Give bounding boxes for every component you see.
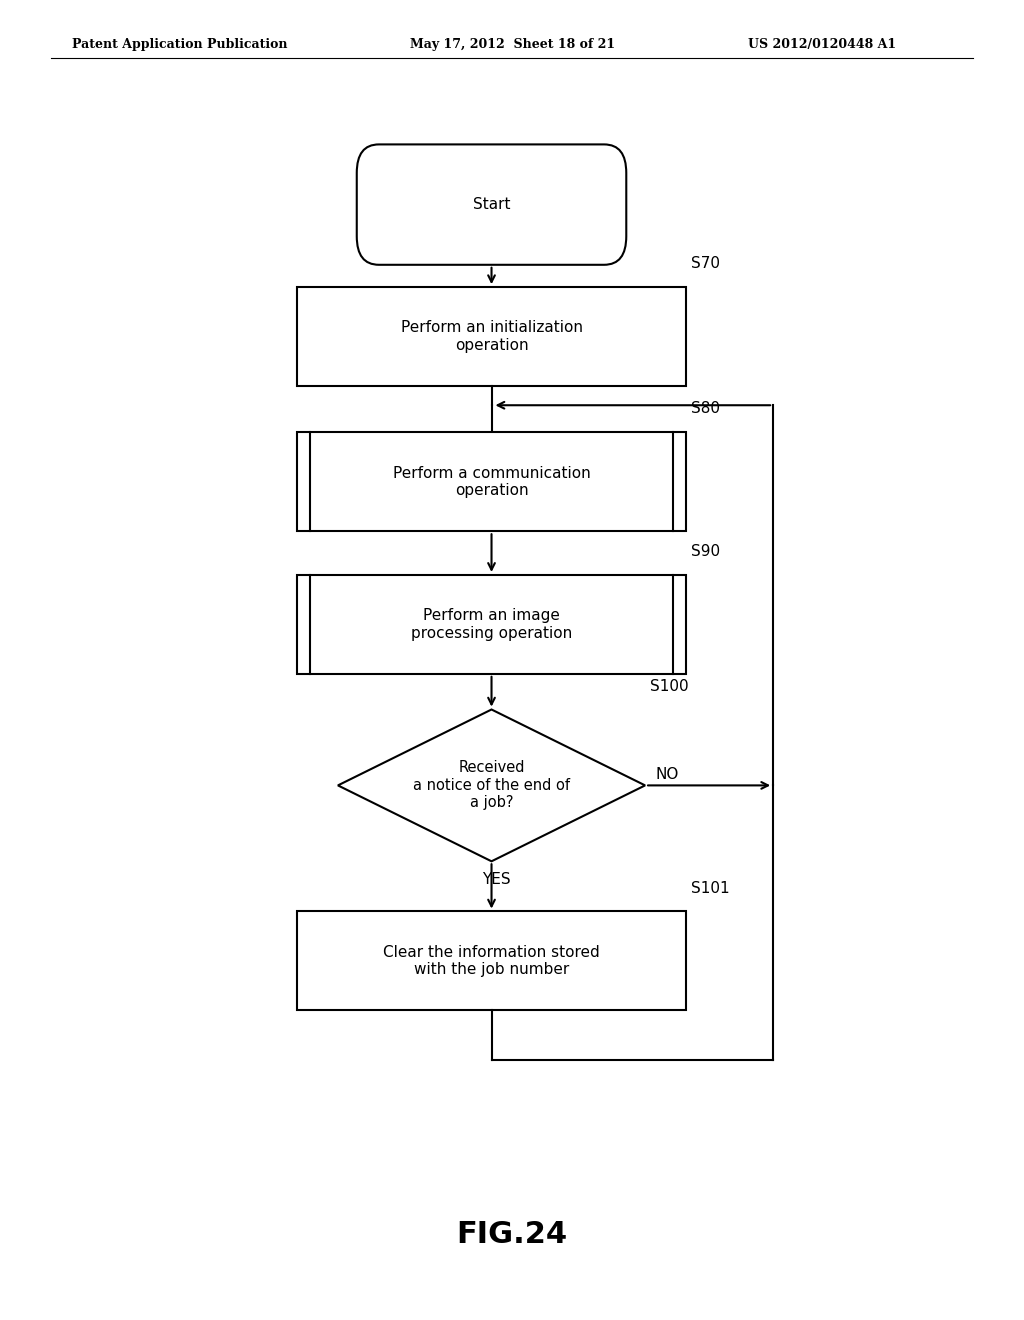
Text: S100: S100 xyxy=(650,678,689,694)
Bar xyxy=(297,288,686,385)
Bar xyxy=(297,433,686,531)
Text: Patent Application Publication: Patent Application Publication xyxy=(72,38,287,51)
Bar xyxy=(297,574,686,673)
Bar xyxy=(297,911,686,1011)
Text: Perform an image
processing operation: Perform an image processing operation xyxy=(411,609,572,640)
Text: S90: S90 xyxy=(691,544,720,560)
Text: YES: YES xyxy=(482,871,511,887)
Text: Perform an initialization
operation: Perform an initialization operation xyxy=(400,321,583,352)
Text: Received
a notice of the end of
a job?: Received a notice of the end of a job? xyxy=(413,760,570,810)
Text: US 2012/0120448 A1: US 2012/0120448 A1 xyxy=(748,38,896,51)
Text: May 17, 2012  Sheet 18 of 21: May 17, 2012 Sheet 18 of 21 xyxy=(410,38,614,51)
Text: S80: S80 xyxy=(691,401,720,417)
Text: S101: S101 xyxy=(691,880,730,895)
Text: NO: NO xyxy=(655,767,679,783)
Text: FIG.24: FIG.24 xyxy=(457,1220,567,1249)
Text: S70: S70 xyxy=(691,256,720,272)
FancyBboxPatch shape xyxy=(356,144,627,265)
Text: Perform a communication
operation: Perform a communication operation xyxy=(392,466,591,498)
Text: Start: Start xyxy=(473,197,510,213)
Text: Clear the information stored
with the job number: Clear the information stored with the jo… xyxy=(383,945,600,977)
Polygon shape xyxy=(338,710,645,861)
